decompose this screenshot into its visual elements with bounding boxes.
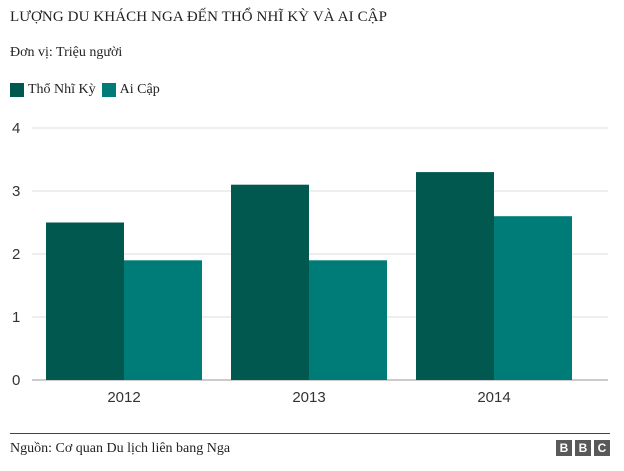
bar <box>416 172 494 380</box>
legend-swatch-turkey <box>10 83 24 97</box>
legend-label-turkey: Thổ Nhĩ Kỳ <box>28 82 96 97</box>
legend-label-egypt: Ai Cập <box>119 82 160 97</box>
bar <box>46 222 124 380</box>
bar <box>124 260 202 380</box>
chart-title: LƯỢNG DU KHÁCH NGA ĐẾN THỔ NHĨ KỲ VÀ AI … <box>10 9 388 25</box>
chart-legend: Thổ Nhĩ Kỳ Ai Cập <box>10 82 166 98</box>
bbc-logo: B B C <box>553 440 610 456</box>
bbc-logo-block: C <box>594 440 610 456</box>
x-tick-label: 2014 <box>477 389 510 406</box>
y-tick-label: 0 <box>12 372 20 389</box>
footer-divider <box>10 433 610 434</box>
bar <box>494 216 572 380</box>
source-note: Nguồn: Cơ quan Du lịch liên bang Nga <box>10 441 231 456</box>
legend-item-egypt: Ai Cập <box>101 82 160 98</box>
x-tick-label: 2012 <box>107 389 140 406</box>
legend-swatch-egypt <box>101 83 116 97</box>
bar <box>309 260 387 380</box>
y-tick-label: 4 <box>12 120 20 137</box>
bbc-logo-block: B <box>556 440 572 456</box>
y-tick-label: 1 <box>12 309 20 326</box>
y-tick-label: 2 <box>12 246 20 263</box>
x-tick-label: 2013 <box>292 389 325 406</box>
bar-chart: 0 1 2 3 4 2012 2013 2014 <box>12 120 608 406</box>
bbc-logo-block: B <box>575 440 591 456</box>
legend-item-turkey: Thổ Nhĩ Kỳ <box>10 82 96 98</box>
unit-label: Đơn vị: Triệu người <box>10 45 123 60</box>
y-tick-label: 3 <box>12 183 20 200</box>
bar <box>231 184 309 380</box>
